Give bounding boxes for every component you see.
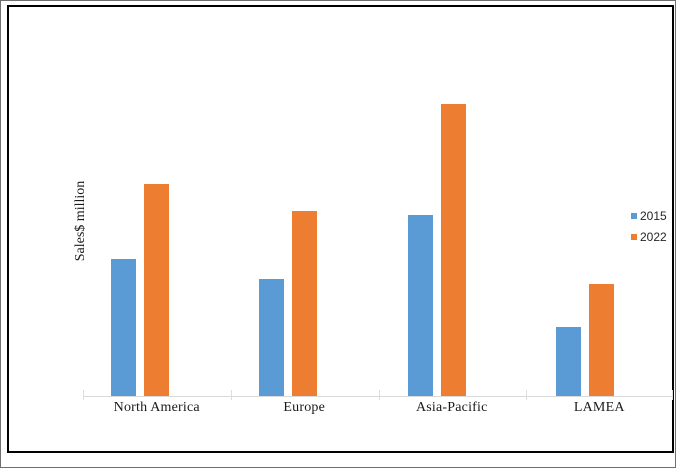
legend-item-2015: 2015 [631, 209, 667, 223]
x-axis-tick [230, 390, 232, 400]
legend-label: 2015 [640, 209, 667, 223]
legend-label: 2022 [640, 230, 667, 244]
bar-2022-lamea [589, 283, 614, 396]
chart-frame [7, 5, 674, 453]
category-label-lamea: LAMEA [573, 400, 625, 415]
category-label-asia-pacific: Asia-Pacific [415, 400, 488, 415]
x-axis-line [83, 396, 673, 397]
x-axis-tick [525, 390, 527, 400]
category-label-north-america: North America [113, 400, 200, 415]
bar-2015-asia-pacific [408, 214, 433, 396]
y-axis-title: Sales$ million [73, 180, 88, 262]
x-axis-tick [83, 390, 84, 400]
x-axis-tick [378, 390, 380, 400]
bar-2022-europe [292, 210, 317, 396]
bar-2015-north-america [111, 258, 136, 396]
legend-item-2022: 2022 [631, 230, 667, 244]
legend-swatch-icon [631, 234, 637, 240]
legend-swatch-icon [631, 213, 637, 219]
bar-2015-lamea [556, 327, 581, 396]
x-axis-tick [672, 390, 673, 400]
bar-2022-north-america [144, 184, 169, 396]
bar-2022-asia-pacific [441, 104, 466, 396]
category-label-europe: Europe [283, 400, 326, 415]
bar-2015-europe [259, 279, 284, 396]
legend: 2015 2022 [631, 209, 667, 244]
